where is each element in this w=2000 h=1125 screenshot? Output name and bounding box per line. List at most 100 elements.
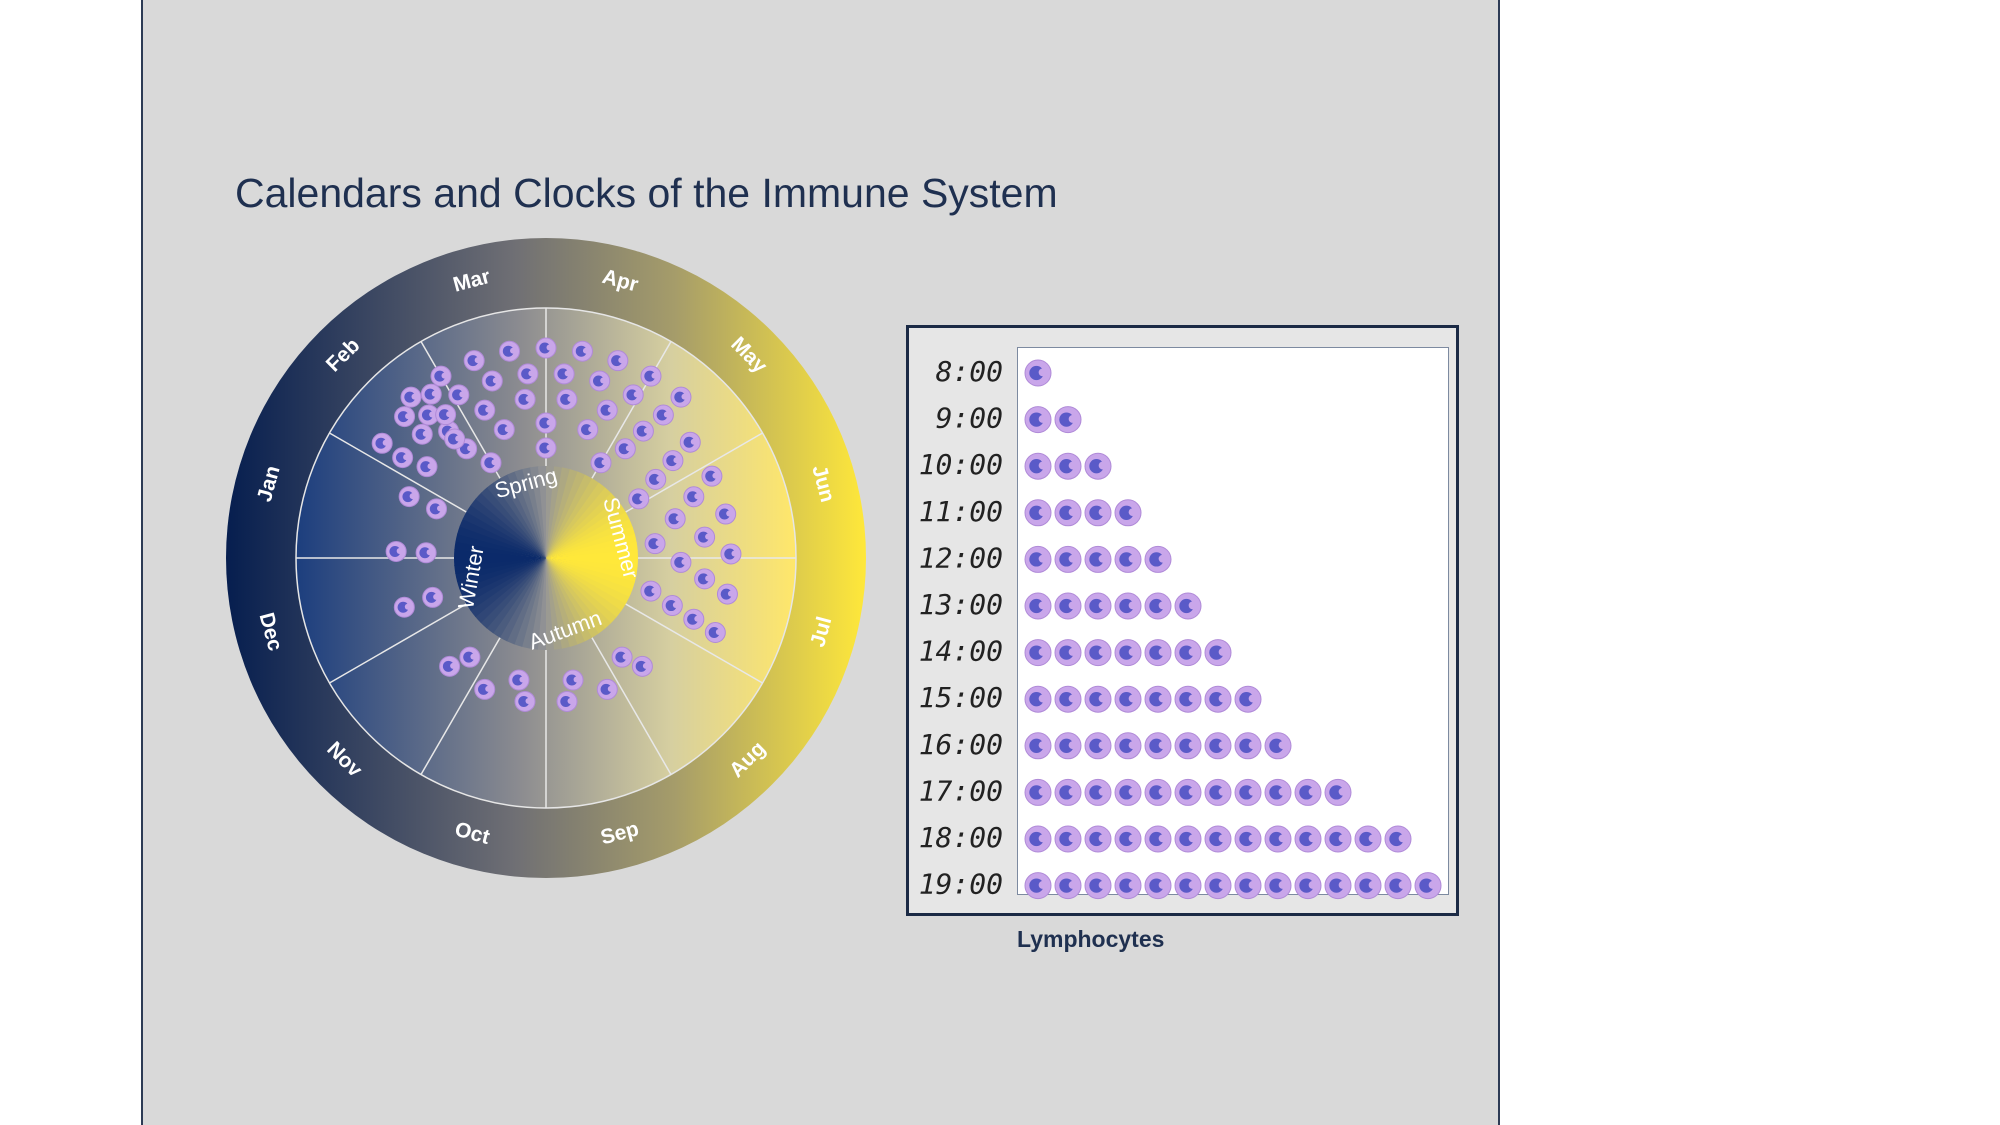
- hub-segment: [546, 549, 638, 559]
- lymphocyte-cell: [694, 568, 716, 590]
- lymphocyte-cell: [418, 404, 440, 426]
- hub-segment: [462, 558, 546, 604]
- lymphocyte-mark: [1024, 685, 1052, 713]
- hub-segment: [514, 468, 546, 558]
- lymphocyte-mark: [1384, 872, 1412, 900]
- lymphocyte-mark: [1024, 499, 1052, 527]
- page-title: Calendars and Clocks of the Immune Syste…: [235, 170, 1058, 216]
- lymphocyte-mark: [1054, 406, 1082, 434]
- lymphocyte-cell: [644, 533, 666, 555]
- hub-segment: [546, 558, 612, 630]
- lymphocyte-mark: [1144, 545, 1172, 573]
- lymphocyte-cell: [562, 669, 584, 691]
- lymphocyte-cell: [499, 340, 521, 362]
- lymphocyte-cell: [435, 404, 457, 426]
- lymphocyte-mark: [1054, 639, 1082, 667]
- lymphocyte-cell: [607, 350, 629, 372]
- circadian-plot-area: [1017, 347, 1449, 895]
- lymphocyte-cell: [662, 450, 684, 472]
- lymphocyte-cell: [704, 622, 726, 644]
- hub-segment: [546, 542, 638, 558]
- lymphocyte-rows: [1024, 359, 1442, 900]
- lymphocyte-cell: [720, 543, 742, 565]
- lymphocyte-cell: [474, 678, 496, 700]
- lymphocyte-mark: [1054, 452, 1082, 480]
- lymphocyte-cell: [535, 337, 557, 359]
- lymphocyte-cell: [614, 438, 636, 460]
- lymphocyte-cell: [715, 503, 737, 525]
- lymphocyte-cell: [459, 646, 481, 668]
- x-axis-label: Lymphocytes: [1017, 926, 1165, 952]
- lymphocyte-cell: [535, 412, 557, 434]
- hub-segment: [546, 558, 562, 650]
- lymphocyte-mark: [1144, 732, 1172, 760]
- lymphocyte-cell: [622, 384, 644, 406]
- lymphocyte-mark: [1234, 825, 1262, 853]
- hub-segment: [474, 558, 546, 624]
- lymphocyte-cell: [392, 447, 414, 469]
- lymphocyte-cell: [596, 399, 618, 421]
- lymphocyte-cell: [611, 646, 633, 668]
- hub-segment: [465, 558, 546, 611]
- lymphocyte-mark: [1054, 545, 1082, 573]
- lymphocyte-cell: [415, 542, 437, 564]
- hub-segment: [455, 558, 546, 582]
- lymphocyte-cell: [701, 465, 723, 487]
- hub-segment: [546, 512, 630, 558]
- lymphocyte-mark: [1084, 452, 1112, 480]
- lymphocyte-cell: [652, 404, 674, 426]
- lymphocyte-cell: [393, 596, 415, 618]
- lymphocyte-cell: [420, 383, 442, 405]
- hub-segment: [546, 558, 578, 648]
- time-labels: 8:00 9:00 10:00 11:00 12:00 13:00 14:00 15:00 16…: [919, 355, 1003, 901]
- hub-segment: [546, 558, 570, 649]
- lymphocyte-mark: [1264, 778, 1292, 806]
- lymphocyte-cell: [632, 420, 654, 442]
- hub-segment: [454, 557, 546, 567]
- lymphocyte-mark: [1054, 499, 1082, 527]
- lymphocyte-cell: [493, 419, 515, 441]
- lymphocyte-cell: [480, 452, 502, 474]
- lymphocyte-mark: [1204, 685, 1232, 713]
- lymphocyte-cell: [385, 540, 407, 562]
- lymphocyte-mark: [1084, 872, 1112, 900]
- lymphocyte-cell: [430, 365, 452, 387]
- lymphocyte-cell: [683, 608, 705, 630]
- lymphocyte-mark: [1024, 732, 1052, 760]
- lymphocyte-mark: [1174, 685, 1202, 713]
- hub-segment: [486, 558, 546, 634]
- lymphocyte-cell: [571, 340, 593, 362]
- time-label: 8:00: [936, 355, 1003, 388]
- lymphocyte-mark: [1024, 639, 1052, 667]
- lymphocyte-cell: [640, 580, 662, 602]
- lymphocyte-mark: [1234, 732, 1262, 760]
- lymphocyte-cell: [535, 437, 557, 459]
- lymphocyte-mark: [1414, 872, 1442, 900]
- hub-segment: [492, 558, 546, 638]
- lymphocyte-mark: [1114, 499, 1142, 527]
- time-label: 18:00: [919, 821, 1003, 854]
- hub-segment: [454, 558, 546, 574]
- month-divider: [623, 602, 763, 684]
- month-divider: [590, 635, 672, 775]
- hub-segment: [475, 492, 546, 558]
- hub-segment: [546, 558, 617, 624]
- lymphocyte-cell: [463, 350, 485, 372]
- lymphocyte-mark: [1264, 872, 1292, 900]
- lymphocyte-mark: [1174, 639, 1202, 667]
- lymphocyte-cell: [679, 431, 701, 453]
- lymphocyte-cell: [416, 456, 438, 478]
- lymphocyte-mark: [1354, 872, 1382, 900]
- lymphocyte-mark: [1234, 872, 1262, 900]
- time-label: 14:00: [919, 635, 1003, 668]
- lymphocyte-mark: [1144, 685, 1172, 713]
- hub-segment: [546, 526, 636, 558]
- hub-segment: [470, 498, 546, 558]
- time-label: 19:00: [919, 868, 1003, 901]
- lymphocyte-mark: [1114, 872, 1142, 900]
- hub-segment: [546, 558, 585, 645]
- lymphocyte-mark: [1324, 778, 1352, 806]
- lymphocyte-cell: [589, 370, 611, 392]
- lymphocyte-mark: [1054, 825, 1082, 853]
- month-divider: [329, 432, 469, 514]
